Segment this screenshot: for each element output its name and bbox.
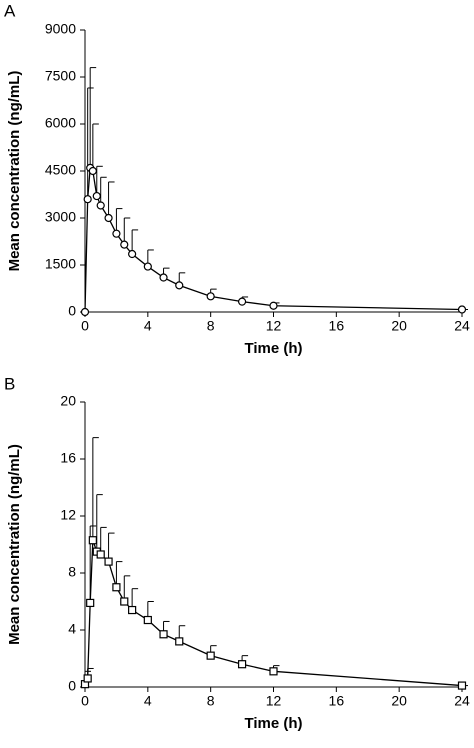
marker bbox=[83, 195, 92, 204]
marker bbox=[159, 273, 168, 282]
y-tick-label: 4500 bbox=[45, 162, 76, 178]
marker bbox=[120, 240, 129, 249]
y-tick-label: 6000 bbox=[45, 115, 76, 131]
marker bbox=[112, 583, 121, 592]
y-tick-label: 20 bbox=[60, 393, 76, 409]
x-tick-label: 12 bbox=[266, 318, 282, 334]
panel-label: A bbox=[4, 1, 16, 20]
y-tick-label: 4 bbox=[68, 621, 76, 637]
marker bbox=[80, 307, 90, 317]
marker bbox=[128, 605, 137, 615]
marker bbox=[104, 557, 113, 566]
x-axis-label: Time (h) bbox=[244, 715, 302, 732]
marker bbox=[96, 550, 105, 559]
x-tick-label: 24 bbox=[454, 693, 470, 709]
marker bbox=[237, 297, 247, 306]
x-tick-label: 8 bbox=[207, 693, 215, 709]
x-tick-label: 20 bbox=[391, 318, 407, 334]
y-tick-label: 1500 bbox=[45, 256, 76, 272]
y-tick-label: 12 bbox=[60, 507, 76, 523]
y-tick-label: 3000 bbox=[45, 209, 76, 225]
marker bbox=[104, 213, 113, 223]
y-tick-label: 0 bbox=[68, 303, 76, 319]
marker bbox=[237, 660, 247, 669]
marker bbox=[86, 598, 95, 608]
marker bbox=[269, 301, 278, 310]
panel-label: B bbox=[4, 374, 15, 393]
series-line bbox=[84, 540, 463, 687]
x-axis-label: Time (h) bbox=[244, 340, 302, 357]
series-line bbox=[84, 166, 463, 313]
y-tick-label: 16 bbox=[60, 450, 76, 466]
x-tick-label: 12 bbox=[266, 693, 282, 709]
marker bbox=[143, 262, 152, 271]
marker bbox=[112, 229, 121, 238]
marker bbox=[96, 201, 105, 210]
x-tick-label: 16 bbox=[329, 693, 345, 709]
marker bbox=[206, 651, 215, 660]
marker bbox=[206, 292, 215, 301]
y-tick-label: 9000 bbox=[45, 21, 76, 37]
x-tick-label: 0 bbox=[81, 318, 89, 334]
x-tick-label: 20 bbox=[391, 693, 407, 709]
y-axis-label: Mean concentration (ng/mL) bbox=[6, 444, 23, 645]
marker bbox=[83, 674, 92, 683]
y-tick-label: 0 bbox=[68, 678, 76, 694]
marker bbox=[175, 637, 184, 646]
x-tick-label: 4 bbox=[144, 318, 152, 334]
y-tick-label: 7500 bbox=[45, 68, 76, 84]
marker bbox=[92, 191, 101, 201]
marker bbox=[269, 667, 278, 676]
marker bbox=[175, 281, 184, 290]
x-tick-label: 24 bbox=[454, 318, 470, 334]
x-tick-label: 16 bbox=[329, 318, 345, 334]
marker bbox=[128, 249, 137, 259]
marker bbox=[88, 166, 97, 176]
x-tick-label: 0 bbox=[81, 693, 89, 709]
marker bbox=[159, 630, 168, 639]
y-tick-label: 8 bbox=[68, 564, 76, 580]
x-tick-label: 4 bbox=[144, 693, 152, 709]
marker bbox=[457, 305, 467, 314]
marker bbox=[88, 536, 97, 545]
x-tick-label: 8 bbox=[207, 318, 215, 334]
marker bbox=[143, 615, 152, 625]
marker bbox=[120, 597, 129, 606]
marker bbox=[457, 681, 467, 690]
y-axis-label: Mean concentration (ng/mL) bbox=[6, 71, 23, 272]
